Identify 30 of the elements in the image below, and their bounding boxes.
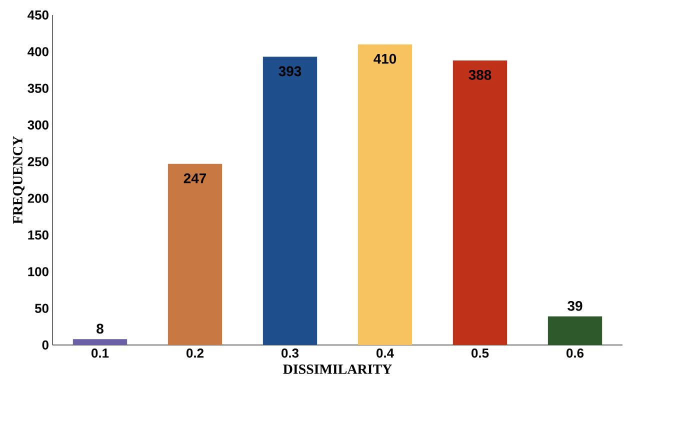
bar	[358, 44, 412, 345]
data-label: 388	[468, 70, 492, 80]
y-tick-label: 150	[28, 230, 48, 240]
bar	[262, 56, 318, 345]
y-tick-label: 250	[28, 157, 48, 166]
x-tick-label: 0.3	[282, 348, 299, 358]
x-tick-label: 0.5	[472, 348, 489, 358]
y-tick-label: 300	[28, 120, 48, 130]
data-label: 39	[568, 300, 582, 311]
data-label: 8	[96, 324, 104, 334]
y-tick-label: 50	[34, 304, 48, 313]
bar	[72, 339, 128, 345]
y-tick-label: 200	[28, 194, 48, 203]
bar	[168, 164, 222, 345]
y-tick-label: 350	[28, 84, 48, 93]
bar	[548, 316, 602, 345]
x-tick-label: 0.4	[376, 348, 394, 358]
y-tick-label: 400	[28, 47, 48, 56]
x-tick-label: 0.1	[92, 348, 109, 358]
y-tick-label: 0	[42, 340, 48, 350]
y-tick-label: 100	[28, 267, 48, 276]
data-label: 247	[184, 173, 206, 184]
y-axis-title: FREQUENCY	[13, 136, 25, 224]
data-label: 410	[374, 54, 396, 64]
data-label: 393	[278, 66, 302, 76]
y-tick-label: 450	[28, 10, 48, 20]
x-tick-label: 0.2	[186, 348, 204, 358]
x-tick-label: 0.6	[566, 348, 584, 358]
x-axis-title: DISSIMILARITY	[283, 364, 392, 374]
bar	[452, 60, 508, 345]
